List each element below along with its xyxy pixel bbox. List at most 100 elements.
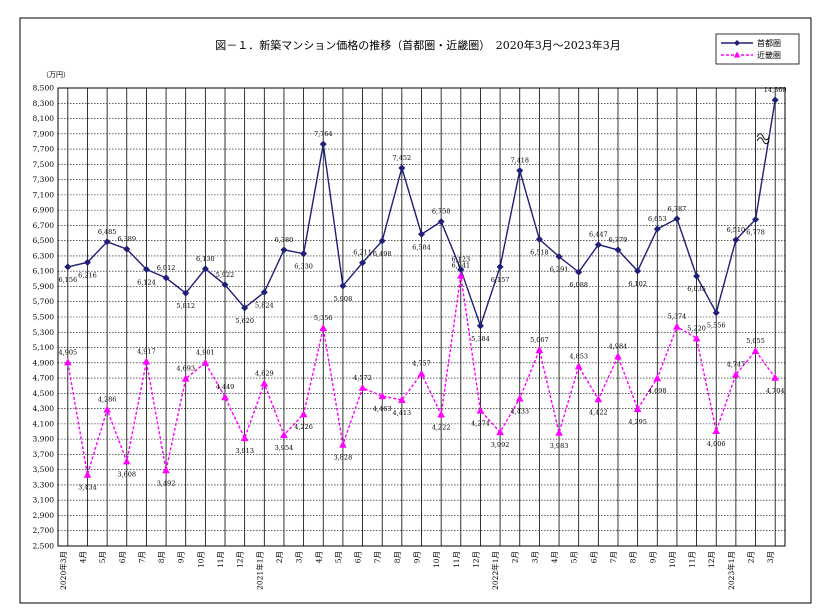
data-label: 4,853 (569, 352, 588, 360)
data-label: 6,485 (98, 228, 117, 236)
data-label: 5,812 (176, 302, 195, 310)
data-label: 6,102 (628, 280, 647, 288)
x-tick-label: 8月 (629, 551, 638, 563)
y-tick-label: 4,900 (33, 358, 55, 367)
y-tick-label: 7,700 (33, 145, 55, 154)
y-axis-ticks: 2,500 2,700 2,900 3,100 3,300 3,500 3,700 3,900… (33, 84, 55, 551)
y-tick-label: 7,100 (33, 190, 55, 199)
x-tick-label: 2月 (747, 551, 756, 563)
plot-area-border (57, 87, 786, 547)
data-point (83, 258, 91, 266)
data-point (712, 309, 720, 317)
data-label: 6,498 (373, 250, 392, 258)
legend-marker (734, 40, 740, 46)
x-tick-label: 10月 (432, 551, 441, 568)
y-axis-unit: （万円） (42, 71, 70, 79)
data-label: 5,067 (530, 336, 549, 344)
data-point (162, 274, 170, 282)
data-point (751, 346, 760, 354)
data-point (240, 434, 249, 442)
data-label: 4,704 (766, 387, 785, 395)
break-wave-bottom (756, 137, 770, 145)
legend-label: 近畿圏 (757, 50, 781, 60)
data-point (633, 404, 642, 412)
y-tick-label: 3,700 (33, 450, 55, 459)
y-tick-label: 2,700 (33, 526, 55, 535)
data-label: 5,908 (334, 295, 353, 303)
x-tick-label: 7月 (137, 551, 146, 563)
data-label: 5,922 (216, 271, 235, 279)
data-label: 5,356 (314, 314, 333, 322)
data-label: 4,698 (648, 387, 667, 395)
data-point (575, 268, 583, 276)
x-tick-label: 11月 (688, 551, 697, 568)
data-point (83, 470, 92, 478)
data-point (339, 282, 347, 290)
data-label: 6,216 (78, 271, 97, 279)
x-tick-label: 12月 (236, 551, 245, 568)
data-point (692, 334, 701, 342)
y-tick-label: 3,100 (33, 496, 55, 505)
x-tick-label: 3月 (766, 551, 775, 563)
data-label: 6,130 (196, 255, 215, 263)
x-tick-label: 3月 (530, 551, 539, 563)
data-label: 3,608 (117, 470, 136, 478)
x-tick-label: 6月 (589, 551, 598, 563)
x-tick-label: 4月 (78, 551, 87, 563)
y-tick-label: 3,500 (33, 465, 55, 474)
data-label: 6,653 (648, 215, 667, 223)
data-label: 6,778 (746, 228, 765, 236)
data-label: 4,905 (59, 348, 78, 356)
data-point (614, 246, 622, 254)
data-label: 4,286 (98, 396, 117, 404)
y-tick-label: 3,300 (33, 480, 55, 489)
data-label: 3,913 (235, 447, 254, 455)
data-label: 6,379 (609, 236, 628, 244)
x-tick-label: 10月 (196, 551, 205, 568)
data-point (221, 393, 229, 401)
data-point (241, 304, 249, 312)
data-point (319, 140, 327, 148)
y-tick-label: 7,500 (33, 160, 55, 169)
data-point (260, 379, 269, 387)
data-point (555, 428, 563, 436)
data-point (142, 265, 150, 273)
data-point (555, 253, 563, 261)
data-label: 3,492 (157, 479, 176, 487)
data-label: 6,447 (589, 231, 608, 239)
data-point (476, 322, 484, 330)
y-tick-label: 6,300 (33, 251, 55, 260)
data-point (771, 373, 779, 381)
x-tick-label: 2月 (511, 551, 520, 563)
data-point (398, 164, 406, 172)
y-tick-label: 7,300 (33, 175, 55, 184)
x-tick-label: 12月 (707, 551, 716, 568)
data-point (673, 322, 681, 330)
data-point (693, 272, 701, 280)
data-point (515, 394, 524, 402)
data-point (594, 241, 602, 249)
data-label: 6,041 (451, 262, 470, 270)
data-point (516, 167, 524, 175)
data-label: 6,211 (353, 249, 372, 257)
data-label: 6,035 (687, 285, 706, 293)
x-tick-label: 5月 (334, 551, 343, 563)
data-point (201, 358, 210, 366)
x-tick-label: 11月 (452, 551, 461, 568)
x-tick-label: 2022年1月 (490, 551, 500, 590)
data-point (653, 374, 662, 382)
data-label: 4,449 (216, 383, 235, 391)
data-label: 4,747 (727, 360, 746, 368)
data-point (418, 230, 425, 238)
y-tick-label: 5,500 (33, 313, 55, 322)
data-label: 6,380 (275, 236, 294, 244)
data-label: 3,983 (550, 442, 569, 450)
y-tick-label: 8,100 (33, 114, 55, 123)
data-label: 4,413 (393, 409, 412, 417)
y-tick-label: 8,500 (33, 84, 55, 93)
data-point (417, 369, 426, 377)
legend-box (715, 33, 800, 65)
